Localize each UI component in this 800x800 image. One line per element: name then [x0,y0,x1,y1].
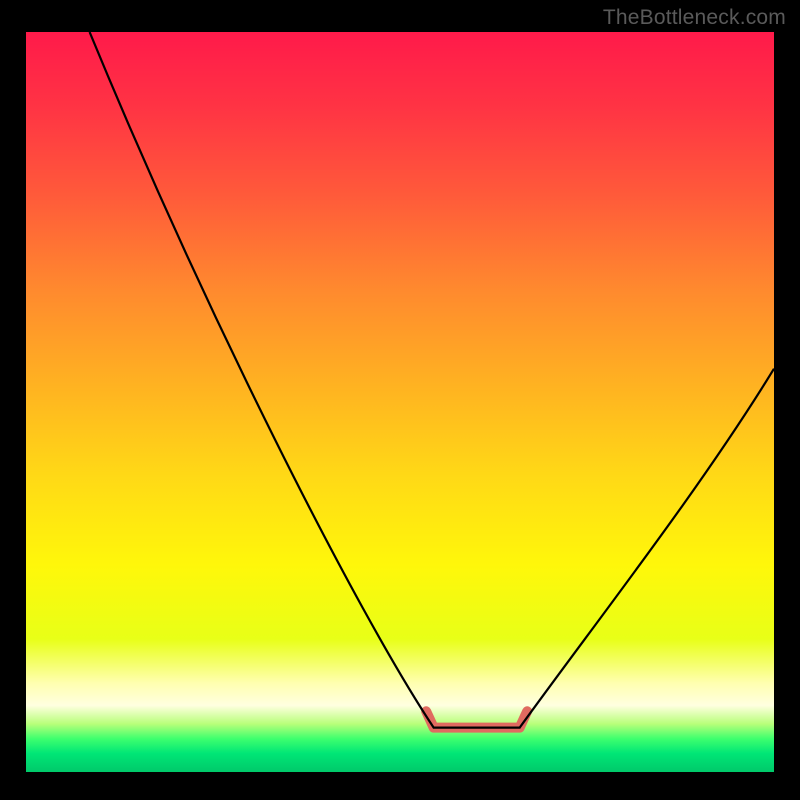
bottleneck-curve [90,32,774,728]
valley-marker [426,711,527,727]
watermark-text: TheBottleneck.com [603,6,786,30]
chart-curve-layer [26,32,774,772]
chart-plot-area [26,32,774,772]
